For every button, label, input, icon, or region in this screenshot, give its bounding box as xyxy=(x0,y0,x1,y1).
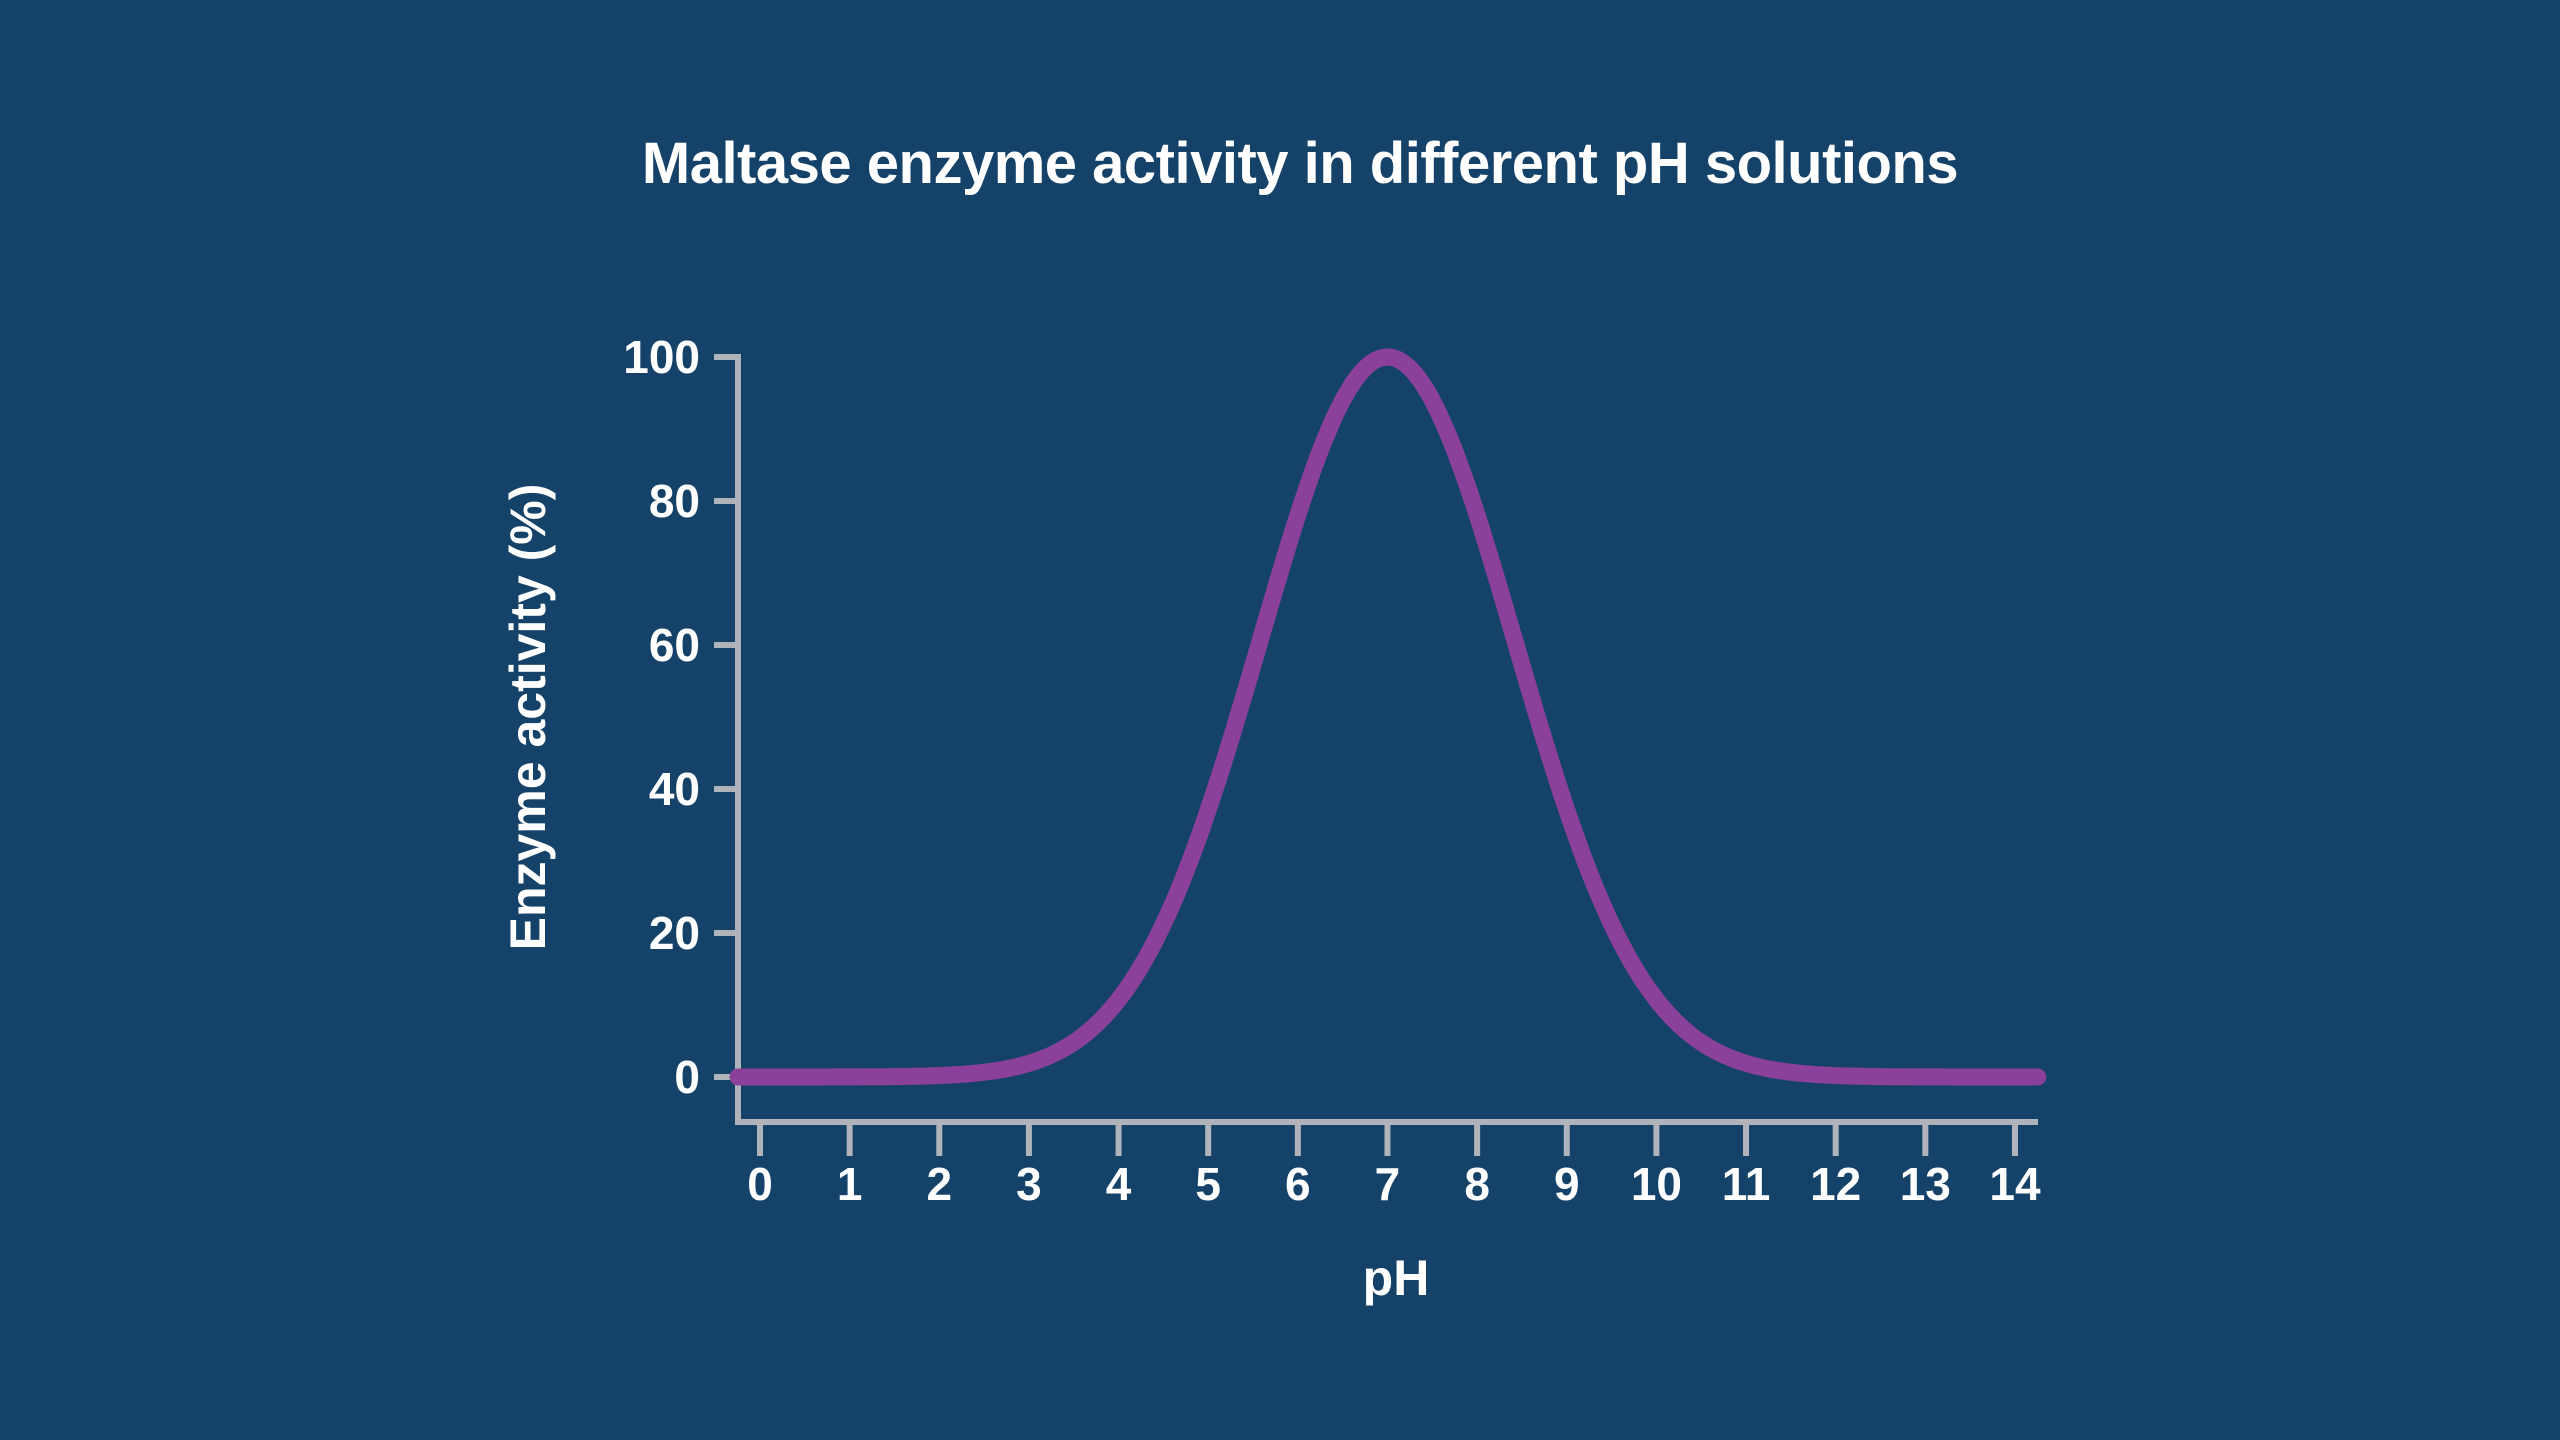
x-tick-label: 8 xyxy=(1464,1158,1490,1210)
x-tick-label: 12 xyxy=(1810,1158,1861,1210)
x-axis-title: pH xyxy=(1363,1250,1430,1306)
y-axis-title: Enzyme activity (%) xyxy=(500,484,556,951)
y-tick-label: 0 xyxy=(674,1051,700,1103)
x-tick-label: 1 xyxy=(837,1158,863,1210)
x-tick-label: 4 xyxy=(1106,1158,1132,1210)
x-axis-ticks: 0 1 2 3 4 5 6 7 8 9 10 11 12 13 14 xyxy=(747,1122,2041,1210)
x-tick-label: 7 xyxy=(1375,1158,1401,1210)
x-tick-label: 6 xyxy=(1285,1158,1311,1210)
x-tick-label: 3 xyxy=(1016,1158,1042,1210)
x-tick-label: 11 xyxy=(1722,1158,1771,1210)
y-tick-label: 40 xyxy=(649,763,700,815)
x-tick-label: 9 xyxy=(1554,1158,1580,1210)
x-tick-label: 0 xyxy=(747,1158,773,1210)
x-tick-label: 2 xyxy=(926,1158,952,1210)
y-tick-label: 60 xyxy=(649,619,700,671)
y-tick-label: 20 xyxy=(649,907,700,959)
y-axis-ticks: 0 20 40 60 80 100 xyxy=(623,331,738,1103)
x-tick-label: 14 xyxy=(1989,1158,2041,1210)
y-tick-label: 100 xyxy=(623,331,700,383)
enzyme-activity-curve xyxy=(729,348,2047,1086)
y-tick-label: 80 xyxy=(649,475,700,527)
x-tick-label: 10 xyxy=(1631,1158,1682,1210)
x-tick-label: 13 xyxy=(1900,1158,1951,1210)
x-tick-label: 5 xyxy=(1195,1158,1221,1210)
chart-title: Maltase enzyme activity in different pH … xyxy=(642,131,1958,196)
